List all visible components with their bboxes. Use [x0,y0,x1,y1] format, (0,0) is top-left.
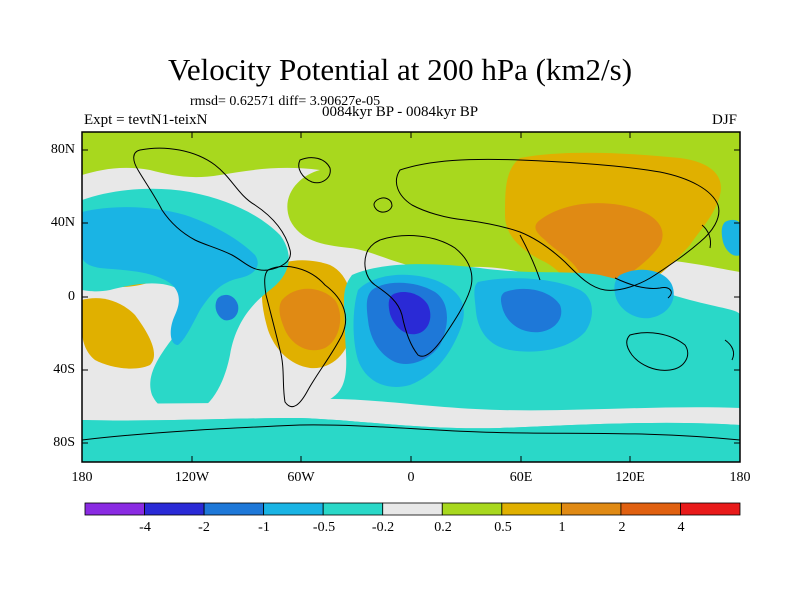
colorbar-label: -0.5 [312,520,336,535]
field-indian-negative-strong [500,288,562,333]
colorbar-swatch [263,502,324,516]
colorbar [84,502,741,516]
field-maritime-negative [614,269,674,319]
colorbar-label: 2 [618,520,626,535]
colorbar-swatch [203,502,265,516]
lon-label-180w: 180 [71,470,93,485]
colorbar-swatch [680,502,741,516]
lon-label-180e: 180 [729,470,751,485]
colorbar-label: -1 [258,520,270,535]
season-label: DJF [712,112,738,128]
lon-label-0: 0 [407,470,415,485]
colorbar-label: -0.2 [371,520,395,535]
field-westpacific-negative [721,219,740,256]
lat-label-80s: 80S [53,435,75,450]
lat-label-40s: 40S [53,362,75,377]
axis-ticks [81,132,741,462]
colorbar-label: 0.2 [434,520,452,535]
colorbar-swatch [441,502,503,516]
colorbar-swatch [501,502,562,516]
field-antarctic-negative [82,418,740,462]
lon-label-60e: 60E [509,470,533,485]
lat-label-0: 0 [68,289,75,304]
lon-label-60w: 60W [287,470,315,485]
colorbar-swatch [84,502,145,516]
field-namerica-negative-strong [82,207,258,345]
field-samerica-positive-strong [279,288,341,351]
chart-title: Velocity Potential at 200 hPa (km2/s) [167,52,633,87]
experiment-label: Expt = tevtN1-teixN [84,112,208,128]
field-africa-minimum [388,292,431,335]
map-field [82,132,740,462]
field-pacific-positive-south [82,298,155,369]
stats-subtitle: rmsd= 0.62571 diff= 3.90627e-05 [190,94,381,109]
lon-label-120e: 120E [615,470,645,485]
colorbar-swatch [144,502,205,516]
colorbar-label: 1 [558,520,566,535]
period-label: 0084kyr BP - 0084kyr BP [322,104,479,120]
lat-label-80n: 80N [50,142,75,157]
colorbar-swatch [620,502,681,516]
coastlines [82,147,740,441]
field-southern-near-zero [82,398,740,429]
colorbar-swatch [322,502,384,516]
field-epacific-negative [215,294,239,321]
lat-label-40n: 40N [50,215,75,230]
colorbar-label: -4 [139,520,151,535]
colorbar-label: 0.5 [494,520,512,535]
colorbar-label: 4 [677,520,685,535]
colorbar-swatch [560,502,622,516]
colorbar-swatch [382,502,443,516]
colorbar-label: -2 [198,520,210,535]
lon-label-120w: 120W [174,470,210,485]
field-asia-positive-strong [535,203,663,288]
